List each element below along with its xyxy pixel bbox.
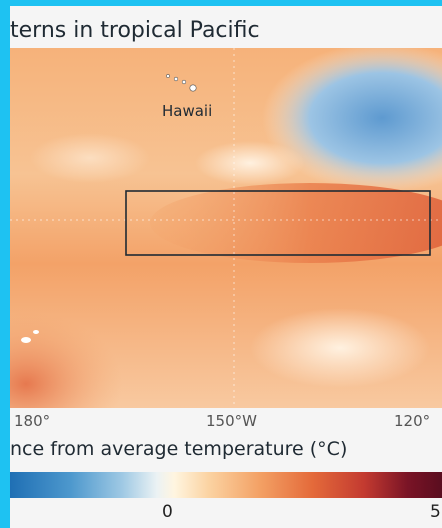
hawaii-label: Hawaii (162, 102, 213, 120)
colorbar-tick-zero: 0 (162, 502, 173, 522)
temperature-colorbar (10, 472, 442, 498)
longitude-axis: 180° 150°W 120° (10, 408, 442, 438)
figure-title: terns in tropical Pacific (10, 18, 260, 43)
colorbar-tick-max: 5 (430, 502, 441, 522)
figure-panel: terns in tropical Pacific (10, 6, 442, 528)
equatorial-warm-band (150, 183, 442, 263)
lon-label-180: 180° (14, 412, 51, 430)
lon-label-120: 120° (394, 412, 431, 430)
hawaii-islands (166, 74, 197, 92)
sea-temperature-map (10, 48, 442, 408)
pale-patch-1 (195, 141, 305, 185)
pale-patch-2 (250, 308, 430, 388)
legend-title: nce from average temperature (°C) (10, 438, 348, 460)
cool-anomaly-region (262, 48, 442, 193)
western-islands (21, 330, 39, 343)
lon-label-150w: 150°W (206, 412, 257, 430)
pale-patch-3 (30, 133, 150, 183)
nino-box (125, 190, 431, 256)
southwest-warm-region (10, 288, 170, 408)
